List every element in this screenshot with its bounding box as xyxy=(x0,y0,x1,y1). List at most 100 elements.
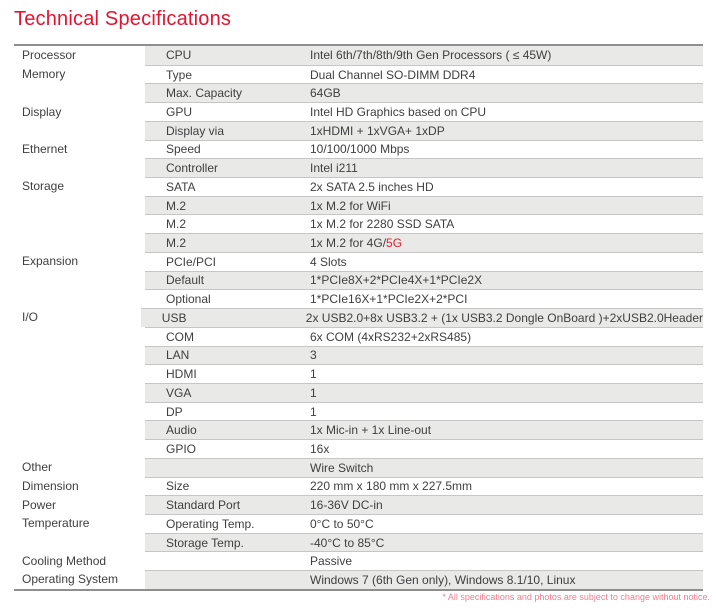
category-label xyxy=(14,270,145,290)
spec-name-cell: VGA xyxy=(166,385,192,400)
spec-value-cell: Dual Channel SO-DIMM DDR4 xyxy=(310,68,703,82)
spec-value-cell: 1*PCIe16X+1*PCIe2X+2*PCI xyxy=(310,292,703,306)
row-cells: Standard Port 16-36V DC-in xyxy=(145,495,703,514)
spec-name-cell: M.2 xyxy=(166,198,187,213)
category-label xyxy=(14,158,145,178)
table-row: Cooling Method Passive xyxy=(14,551,703,571)
spec-value-cell: 2x USB2.0+8x USB3.2 + (1x USB3.2 Dongle … xyxy=(306,311,703,325)
table-row: Memory Type Dual Channel SO-DIMM DDR4 xyxy=(14,64,703,84)
spec-value-text: 1*PCIe8X+2*PCIe4X+1*PCIe2X xyxy=(310,273,483,288)
spec-value-text: 1x Mic-in + 1x Line-out xyxy=(310,423,432,438)
row-cells: Wire Switch xyxy=(145,457,703,477)
table-row: Storage SATA 2x SATA 2.5 inches HD xyxy=(14,177,703,196)
table-row: Display GPU Intel HD Graphics based on C… xyxy=(14,102,703,121)
spec-value-text: 1*PCIe16X+1*PCIe2X+2*PCI xyxy=(310,292,468,307)
spec-value-cell: Wire Switch xyxy=(310,461,703,475)
table-row: I/O USB 2x USB2.0+8x USB3.2 + (1x USB3.2… xyxy=(14,308,703,327)
spec-value-cell: 1 xyxy=(310,367,703,381)
table-row: M.2 1x M.2 for 2280 SSD SATA xyxy=(14,214,703,234)
table-row: HDMI 1 xyxy=(14,364,703,383)
spec-value-text: 16x xyxy=(310,441,330,456)
spec-name-cell: LAN xyxy=(166,348,190,363)
spec-name-cell: DP xyxy=(166,404,183,419)
spec-value-text: Windows 7 (6th Gen only), Windows 8.1/10… xyxy=(310,572,576,587)
spec-value-cell: Passive xyxy=(310,554,703,568)
spec-value-text: 1x M.2 for WiFi xyxy=(310,198,391,213)
table-row: GPIO 16x xyxy=(14,439,703,458)
row-cells: Controller Intel i211 xyxy=(145,158,703,178)
category-label xyxy=(14,120,145,140)
table-row: Expansion PCIe/PCI 4 Slots xyxy=(14,251,703,271)
spec-value-text: 1 xyxy=(310,385,317,400)
spec-value-text: 64GB xyxy=(310,86,341,101)
spec-name-cell: Speed xyxy=(166,142,201,157)
spec-name-cell: Size xyxy=(166,479,190,494)
spec-name-cell: Storage Temp. xyxy=(166,535,244,550)
row-cells: M.2 1x M.2 for 4G/5G xyxy=(145,233,703,252)
spec-value-text: Intel i211 xyxy=(310,161,358,176)
spec-value-text: 2x USB2.0+8x USB3.2 + (1x USB3.2 Dongle … xyxy=(305,310,703,325)
category-label: Storage xyxy=(14,177,145,196)
spec-name-cell: Max. Capacity xyxy=(166,86,243,101)
table-row: VGA 1 xyxy=(14,382,703,402)
row-cells: VGA 1 xyxy=(145,382,703,402)
table-row: Processor CPU Intel 6th/7th/8th/9th Gen … xyxy=(14,46,703,65)
spec-value-text: Wire Switch xyxy=(310,460,374,475)
spec-value-cell: -40°C to 85°C xyxy=(310,536,703,550)
spec-value-cell: 1 xyxy=(310,386,703,400)
category-label xyxy=(14,420,145,440)
category-label xyxy=(14,195,145,215)
row-cells: Windows 7 (6th Gen only), Windows 8.1/10… xyxy=(145,570,703,589)
spec-value-text: 16-36V DC-in xyxy=(310,498,383,513)
table-row: Temperature Operating Temp. 0°C to 50°C xyxy=(14,513,703,533)
table-row: DP 1 xyxy=(14,401,703,421)
row-cells: GPU Intel HD Graphics based on CPU xyxy=(145,102,703,121)
spec-value-cell: 1x M.2 for WiFi xyxy=(310,199,703,213)
table-row: Power Standard Port 16-36V DC-in xyxy=(14,495,703,514)
spec-value-text: Intel 6th/7th/8th/9th Gen Processors ( ≤… xyxy=(310,48,552,63)
spec-value-text: 10/100/1000 Mbps xyxy=(310,142,410,157)
spec-value-text: 3 xyxy=(310,348,317,363)
spec-value-text: 0°C to 50°C xyxy=(310,516,374,531)
spec-value-text: -40°C to 85°C xyxy=(310,535,385,550)
row-cells: SATA 2x SATA 2.5 inches HD xyxy=(145,177,703,196)
category-label: Dimension xyxy=(14,476,145,496)
table-row: Controller Intel i211 xyxy=(14,158,703,178)
spec-value-text: 2x SATA 2.5 inches HD xyxy=(310,179,434,194)
category-label: Operating System xyxy=(14,570,145,589)
spec-name-cell: Standard Port xyxy=(166,498,241,513)
category-label xyxy=(14,233,145,252)
table-row: Storage Temp. -40°C to 85°C xyxy=(14,532,703,552)
spec-value-cell: 10/100/1000 Mbps xyxy=(310,142,703,156)
category-label xyxy=(14,289,145,309)
spec-value-cell: 16x xyxy=(310,442,703,456)
spec-name-cell: Controller xyxy=(166,161,219,176)
row-cells: Passive xyxy=(145,551,703,570)
table-row: Operating System Windows 7 (6th Gen only… xyxy=(14,570,703,589)
spec-name-cell: Optional xyxy=(166,292,211,307)
spec-name-cell: Type xyxy=(166,67,193,82)
spec-value-text: 1 xyxy=(310,367,317,382)
spec-value-text: 220 mm x 180 mm x 227.5mm xyxy=(310,479,473,494)
row-cells: CPU Intel 6th/7th/8th/9th Gen Processors… xyxy=(145,46,703,65)
spec-value-cell: 16-36V DC-in xyxy=(310,498,703,512)
category-label xyxy=(14,532,145,552)
category-label xyxy=(14,401,145,421)
category-label: Processor xyxy=(14,46,145,65)
table-row: M.2 1x M.2 for WiFi xyxy=(14,195,703,215)
spec-value-cell: 1x M.2 for 4G/5G xyxy=(310,236,703,250)
spec-value-text: 1x M.2 for 4G/ xyxy=(310,236,387,251)
category-label: Power xyxy=(14,495,145,514)
category-label: Display xyxy=(14,102,145,121)
spec-value-cell: 1*PCIe8X+2*PCIe4X+1*PCIe2X xyxy=(310,273,703,287)
spec-name-cell: Audio xyxy=(166,423,197,438)
category-label: Memory xyxy=(14,64,145,84)
spec-value-cell: 1x Mic-in + 1x Line-out xyxy=(310,423,703,437)
spec-value-text: Passive xyxy=(310,554,353,569)
category-label: Cooling Method xyxy=(14,551,145,571)
row-cells: USB 2x USB2.0+8x USB3.2 + (1x USB3.2 Don… xyxy=(140,308,703,327)
category-label: Other xyxy=(14,457,145,477)
table-row: Ethernet Speed 10/100/1000 Mbps xyxy=(14,139,703,159)
category-label: Temperature xyxy=(14,513,145,533)
